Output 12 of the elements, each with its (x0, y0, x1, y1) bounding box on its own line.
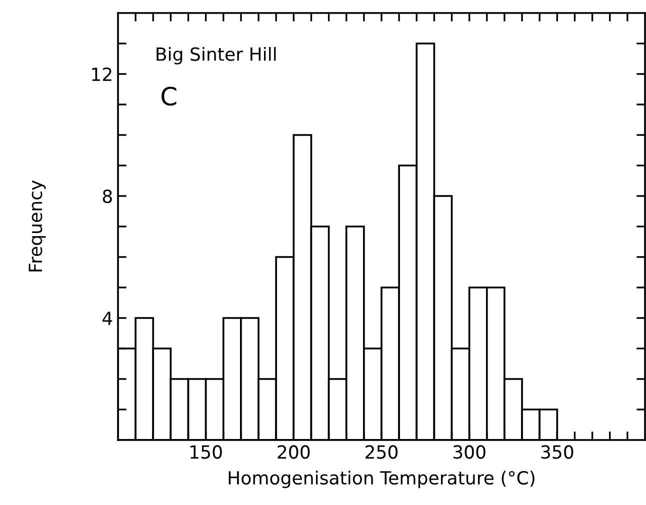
y-axis-title: Frequency (28, 180, 46, 272)
y-tick-label: 8 (102, 189, 112, 204)
x-tick-label: 350 (541, 445, 574, 459)
x-tick-label: 250 (366, 445, 398, 459)
annotation: Big Sinter Hill (156, 46, 276, 64)
y-tick-label: 12 (92, 67, 112, 81)
x-tick-label: 150 (190, 445, 222, 459)
annotation: C (162, 86, 176, 106)
y-tick-label: 4 (102, 312, 112, 325)
x-tick-label: 300 (453, 445, 486, 459)
x-axis-title: Homogenisation Temperature (°C) (228, 470, 534, 488)
x-tick-label: 200 (278, 445, 310, 459)
